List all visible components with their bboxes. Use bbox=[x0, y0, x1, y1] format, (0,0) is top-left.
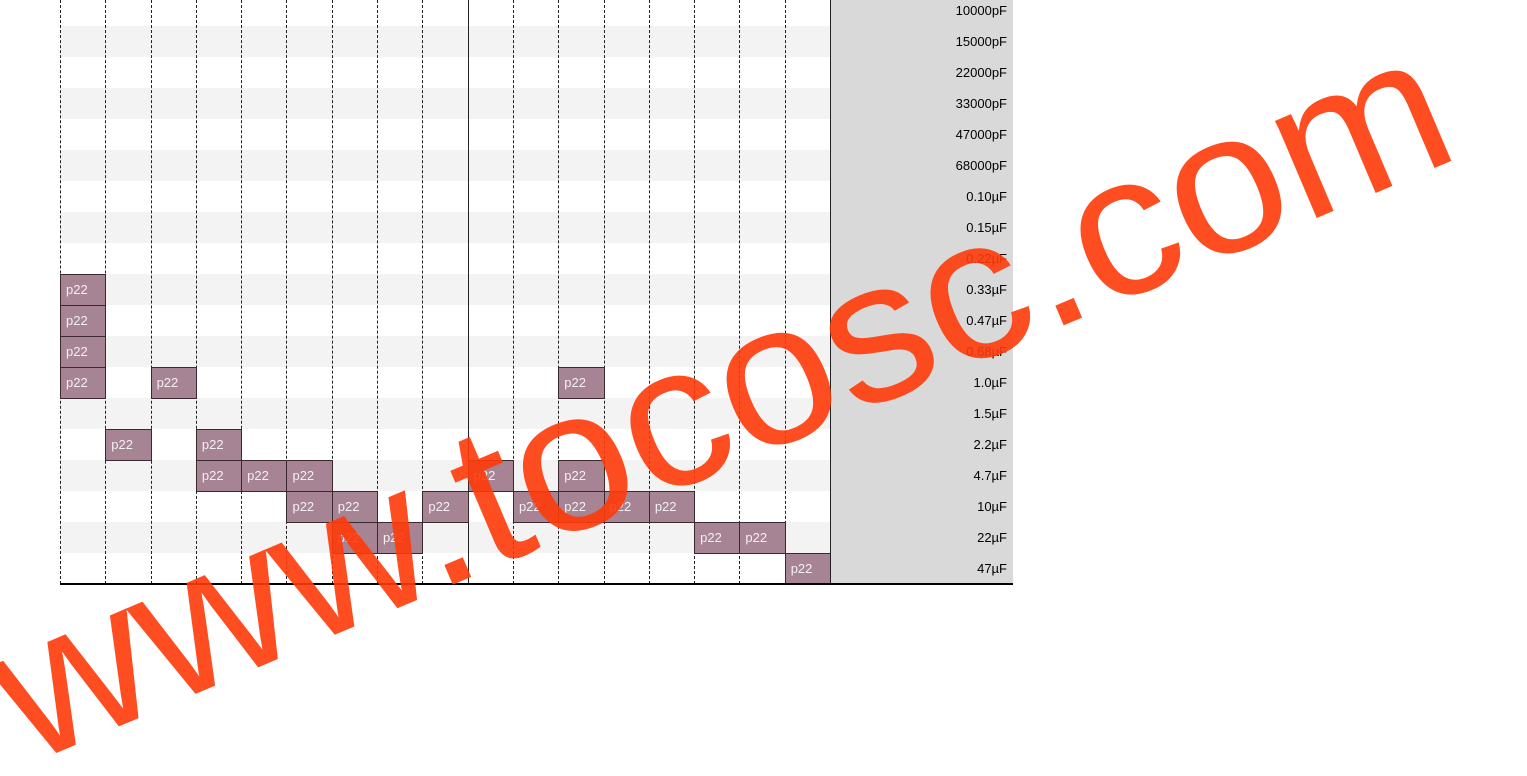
column-line bbox=[195, 0, 197, 584]
row-label: 47µF bbox=[830, 552, 1013, 585]
column-line bbox=[512, 0, 514, 584]
cell: p22 bbox=[512, 490, 560, 523]
row-label: 2.2µF bbox=[830, 428, 1013, 461]
row-stripe bbox=[60, 273, 830, 305]
row-label: 0.33µF bbox=[830, 273, 1013, 306]
row-label: 1.5µF bbox=[830, 397, 1013, 430]
row-label: 1.0µF bbox=[830, 366, 1013, 399]
cell: p22 bbox=[603, 490, 650, 523]
row-label: 0.68µF bbox=[830, 335, 1013, 368]
column-line bbox=[784, 0, 786, 584]
row-stripe bbox=[60, 25, 830, 57]
cell: p22 bbox=[331, 521, 379, 554]
row-stripe bbox=[60, 335, 830, 367]
column-line bbox=[648, 0, 650, 584]
column-line bbox=[331, 0, 333, 584]
cell: p22 bbox=[150, 366, 197, 399]
cell: p22 bbox=[422, 490, 469, 523]
row-label: 15000pF bbox=[830, 25, 1013, 58]
row-stripe bbox=[60, 459, 830, 491]
cell: p22 bbox=[558, 490, 605, 523]
row-label: 47000pF bbox=[830, 118, 1013, 151]
column-line bbox=[467, 0, 469, 584]
column-line bbox=[241, 0, 243, 584]
row-stripe bbox=[60, 211, 830, 243]
row-label: 22µF bbox=[830, 521, 1013, 554]
column-line bbox=[694, 0, 696, 584]
row-stripe bbox=[60, 397, 830, 429]
cell: p22 bbox=[739, 521, 786, 554]
column-line bbox=[603, 0, 605, 584]
cell: p22 bbox=[648, 490, 696, 523]
row-label: 33000pF bbox=[830, 87, 1013, 120]
cell: p22 bbox=[60, 366, 107, 399]
cell: p22 bbox=[60, 273, 107, 306]
cell: p22 bbox=[694, 521, 741, 554]
cell: p22 bbox=[286, 490, 333, 523]
column-line bbox=[377, 0, 379, 584]
row-label: 22000pF bbox=[830, 56, 1013, 89]
column-line bbox=[739, 0, 741, 584]
row-label: 68000pF bbox=[830, 149, 1013, 182]
cell: p22 bbox=[558, 459, 605, 492]
cell: p22 bbox=[377, 521, 424, 554]
column-line bbox=[558, 0, 560, 584]
row-label: 0.15µF bbox=[830, 211, 1013, 244]
cell: p22 bbox=[286, 459, 333, 492]
column-line bbox=[422, 0, 424, 584]
cell: p22 bbox=[195, 428, 243, 461]
row-label: 10µF bbox=[830, 490, 1013, 523]
cell: p22 bbox=[558, 366, 605, 399]
row-label: 0.47µF bbox=[830, 304, 1013, 337]
column-line bbox=[286, 0, 288, 584]
row-label: 0.22µF bbox=[830, 242, 1013, 275]
row-stripe bbox=[60, 87, 830, 119]
cell: p22 bbox=[331, 490, 379, 523]
cell: p22 bbox=[467, 459, 514, 492]
row-stripe bbox=[60, 149, 830, 181]
row-label: 10000pF bbox=[830, 0, 1013, 27]
row-label: 4.7µF bbox=[830, 459, 1013, 492]
column-line bbox=[150, 0, 152, 584]
cell: p22 bbox=[60, 335, 107, 368]
row-label: 0.10µF bbox=[830, 180, 1013, 213]
cell: p22 bbox=[105, 428, 152, 461]
cell: p22 bbox=[241, 459, 288, 492]
cell: p22 bbox=[60, 304, 107, 337]
bottom-rule bbox=[60, 582, 1013, 585]
cell: p22 bbox=[784, 552, 831, 585]
cell: p22 bbox=[195, 459, 243, 492]
